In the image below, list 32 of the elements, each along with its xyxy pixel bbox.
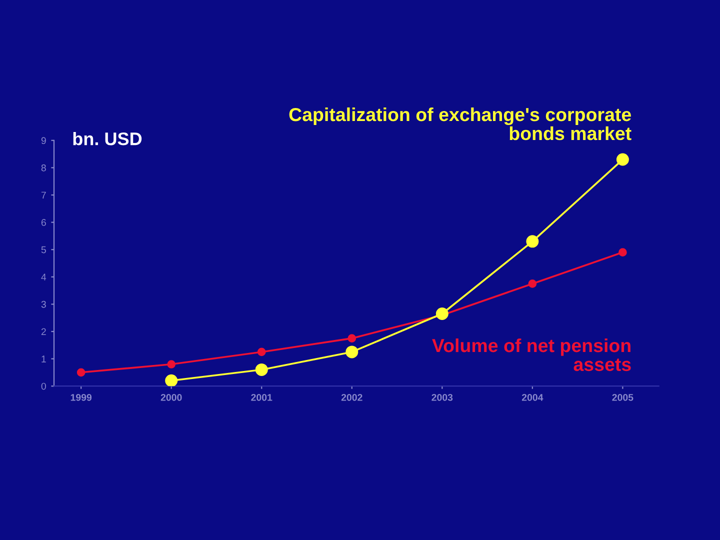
y-tick-label: 4 (41, 274, 46, 280)
y-tick-label: 1 (42, 356, 46, 362)
point (348, 334, 356, 342)
y-tick-label: 0 (41, 382, 46, 390)
series-label: Volume of net pension assets (432, 338, 631, 372)
y-tick-label: 6 (41, 219, 46, 226)
point (618, 248, 627, 256)
point (528, 280, 537, 288)
x-tick-label: 2001 (251, 394, 272, 401)
point (165, 374, 178, 386)
x-tick-label: 1999 (70, 394, 92, 401)
point (526, 235, 539, 248)
point (167, 360, 176, 368)
y-tick-label: 9 (41, 137, 46, 144)
y-axis-title: bn. USD (73, 132, 142, 146)
x-tick-label: 2005 (612, 394, 634, 401)
y-tick-label: 7 (41, 192, 46, 199)
x-tick-label: 2004 (522, 394, 544, 401)
point (616, 153, 629, 166)
y-tick-label: 3 (41, 300, 46, 308)
x-tick-label: 2000 (160, 394, 182, 401)
y-tick-label: 2 (41, 328, 46, 336)
y-tick-label: 8 (41, 164, 46, 172)
point (346, 346, 358, 358)
point (76, 368, 86, 377)
y-tick-label: 5 (41, 246, 46, 254)
point (257, 348, 266, 356)
x-tick-label: 2002 (341, 394, 362, 401)
point (436, 308, 448, 320)
series-label: Capitalization of exchange's corporate bonds market (289, 107, 632, 140)
x-tick-label: 2003 (432, 394, 453, 401)
point (255, 363, 268, 376)
